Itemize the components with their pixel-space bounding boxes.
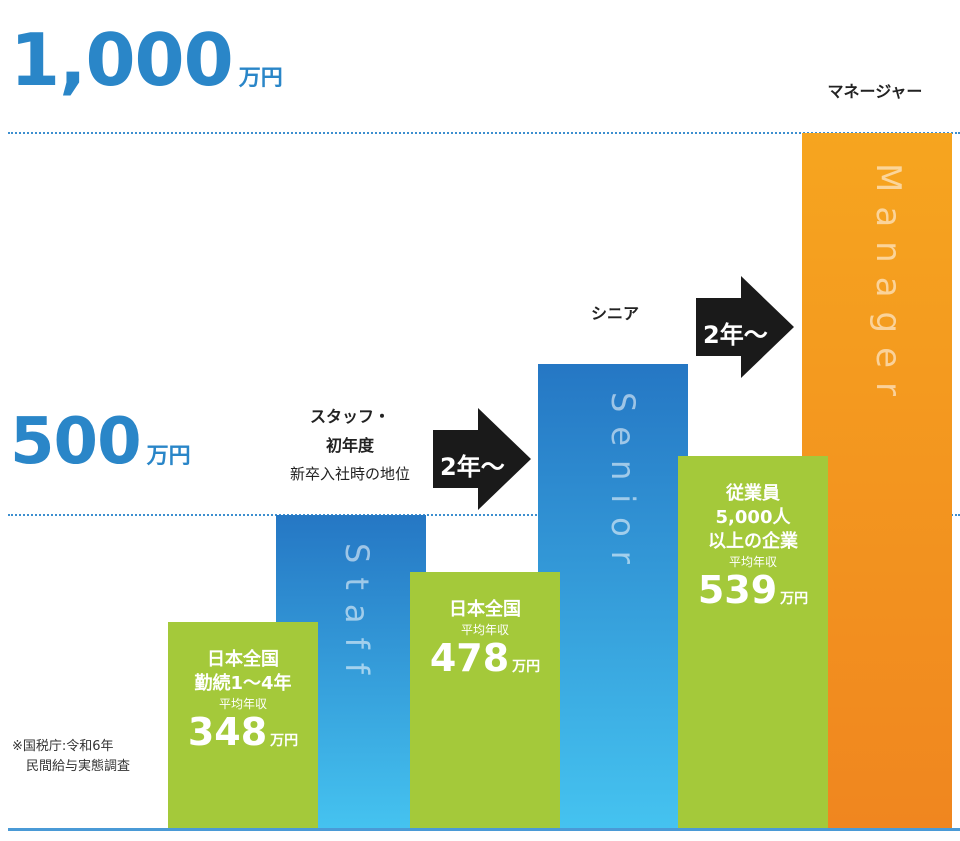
compare-2-value-wrap: 478 万円	[410, 638, 560, 687]
compare-3-value-wrap: 539 万円	[678, 570, 828, 619]
source-note-line2: 民間給与実態調査	[26, 759, 131, 774]
y-value-500: 500	[10, 405, 142, 479]
staff-label-line1: スタッフ・	[309, 407, 390, 426]
bar-manager: Manager	[802, 133, 952, 829]
compare-1-value-wrap: 348 万円	[168, 712, 318, 761]
y-label-1000: 1,000 万円	[10, 24, 283, 96]
staff-label-line2: 初年度	[325, 436, 374, 455]
y-label-500: 500 万円	[10, 410, 191, 474]
level-label-staff: スタッフ・ 初年度 新卒入社時の地位	[270, 402, 430, 489]
compare-1-line1: 日本全国	[207, 649, 279, 670]
y-unit-500: 万円	[146, 444, 191, 469]
compare-2-value: 478	[429, 636, 510, 680]
compare-2-unit: 万円	[512, 659, 541, 675]
compare-1-value: 348	[187, 710, 268, 754]
y-value-1000: 1,000	[10, 18, 234, 102]
source-note: ※国税庁:令和6年 民間給与実態調査	[12, 737, 130, 777]
arrow-icon-senior-to-manager	[696, 276, 794, 378]
compare-2-line1: 日本全国	[449, 599, 521, 620]
bar-label-staff: Staff	[338, 543, 376, 688]
compare-3-line3: 以上の企業	[708, 531, 798, 552]
compare-3-line2: 5,000人	[715, 507, 791, 528]
bar-senior: Senior	[538, 364, 688, 829]
bar-compare-3: 従業員 5,000人 以上の企業 平均年収 539 万円	[678, 456, 828, 829]
compare-3-value: 539	[697, 568, 778, 612]
bar-compare-2: 日本全国 平均年収 478 万円	[410, 572, 560, 829]
arrow-icon-staff-to-senior	[433, 408, 531, 510]
compare-3-line1: 従業員	[726, 483, 780, 504]
compare-1-unit: 万円	[270, 733, 299, 749]
arrow-label-1: 2年〜	[440, 453, 505, 481]
staff-label-line3: 新卒入社時の地位	[289, 465, 410, 483]
level-label-manager: マネージャー	[827, 82, 923, 101]
compare-1-line2: 勤続1〜4年	[194, 673, 292, 694]
compare-3-sub: 平均年収	[728, 555, 777, 569]
gridline-500	[8, 514, 960, 516]
y-unit-1000: 万円	[238, 66, 283, 91]
arrow-label-2: 2年〜	[703, 321, 768, 349]
source-note-line1: ※国税庁:令和6年	[12, 739, 114, 754]
bar-label-manager: Manager	[868, 163, 908, 411]
level-label-senior: シニア	[590, 304, 639, 323]
bar-label-senior: Senior	[604, 392, 642, 578]
gridline-1000	[8, 132, 960, 134]
x-axis-baseline	[8, 828, 960, 831]
compare-3-unit: 万円	[780, 591, 809, 607]
bar-compare-1: 日本全国 勤続1〜4年 平均年収 348 万円	[168, 622, 318, 829]
compare-2-sub: 平均年収	[460, 623, 509, 637]
compare-1-sub: 平均年収	[218, 697, 267, 711]
